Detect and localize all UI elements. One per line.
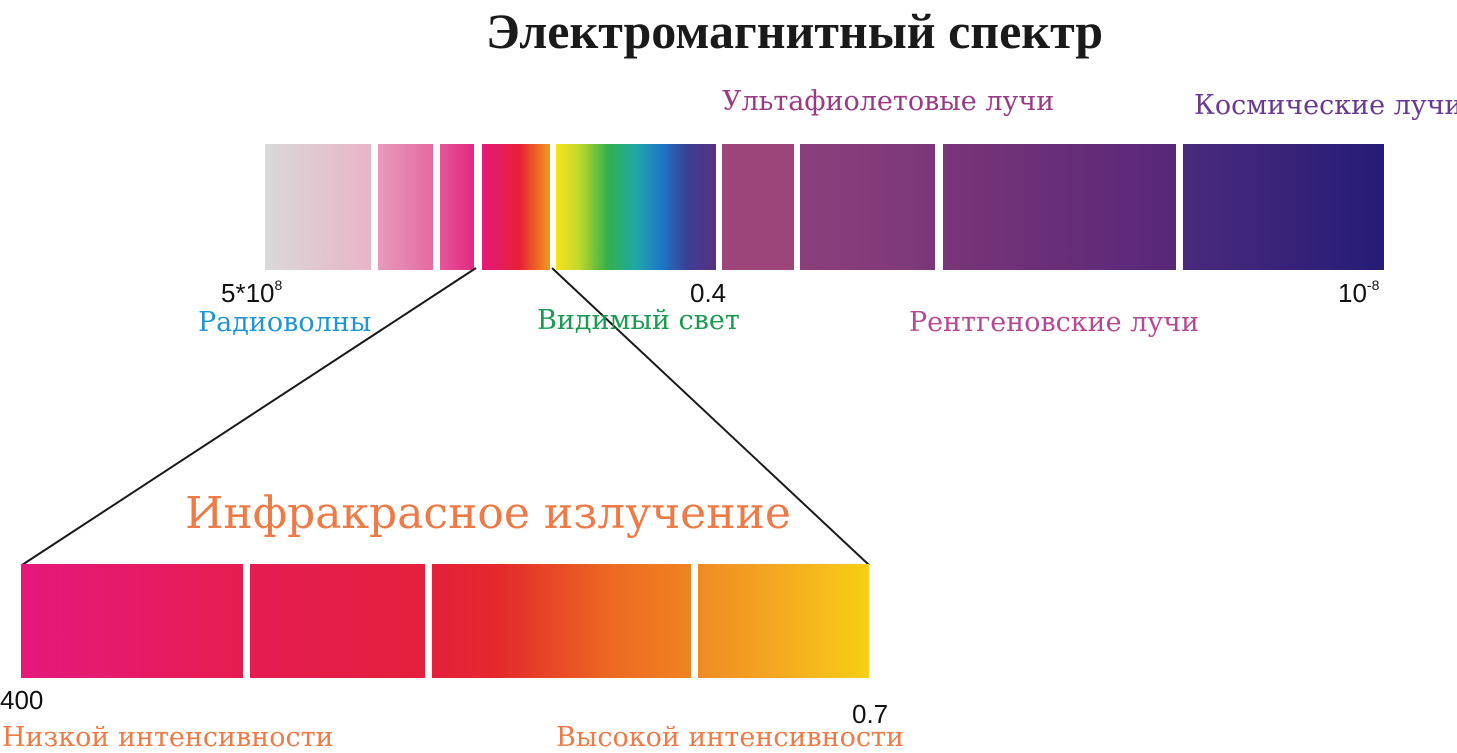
segment-radio-3 — [440, 144, 474, 270]
ir-scale-left-value: 400 — [0, 685, 44, 715]
low-intensity-label: Низкой интенсивности — [2, 722, 334, 753]
scale-mid-value: 0.4 — [690, 278, 727, 308]
segment-uv-2 — [800, 144, 935, 270]
xray-label: Рентгеновские лучи — [909, 307, 1200, 338]
infrared-label: Инфракрасное излучение — [185, 488, 791, 539]
segment-radio-far — [265, 144, 371, 270]
scale-right-value: 10-8 — [1338, 277, 1380, 308]
ir-scale-right-value: 0.7 — [852, 699, 889, 729]
ir-segment-1 — [21, 564, 243, 678]
segment-xray — [943, 144, 1176, 270]
ir-segment-3 — [432, 564, 691, 678]
segment-visible — [556, 144, 716, 270]
visible-label: Видимый свет — [537, 305, 740, 336]
high-intensity-label: Высокой интенсивности — [556, 722, 904, 753]
scale-left-value: 5*108 — [221, 277, 283, 308]
ir-segment-2 — [250, 564, 425, 678]
diagram-title: Электромагнитный спектр — [486, 3, 1104, 59]
cosmic-label: Космические лучи — [1194, 90, 1457, 121]
segment-uv-1 — [722, 144, 794, 270]
connector-left-line — [21, 267, 477, 566]
uv-label: Ультафиолетовые лучи — [722, 86, 1055, 117]
radio-label: Радиоволны — [198, 307, 372, 338]
connector-right-line — [551, 267, 870, 566]
segment-infrared — [482, 144, 550, 270]
ir-segment-4 — [698, 564, 869, 678]
segment-radio-2 — [378, 144, 433, 270]
segment-cosmic — [1183, 144, 1384, 270]
